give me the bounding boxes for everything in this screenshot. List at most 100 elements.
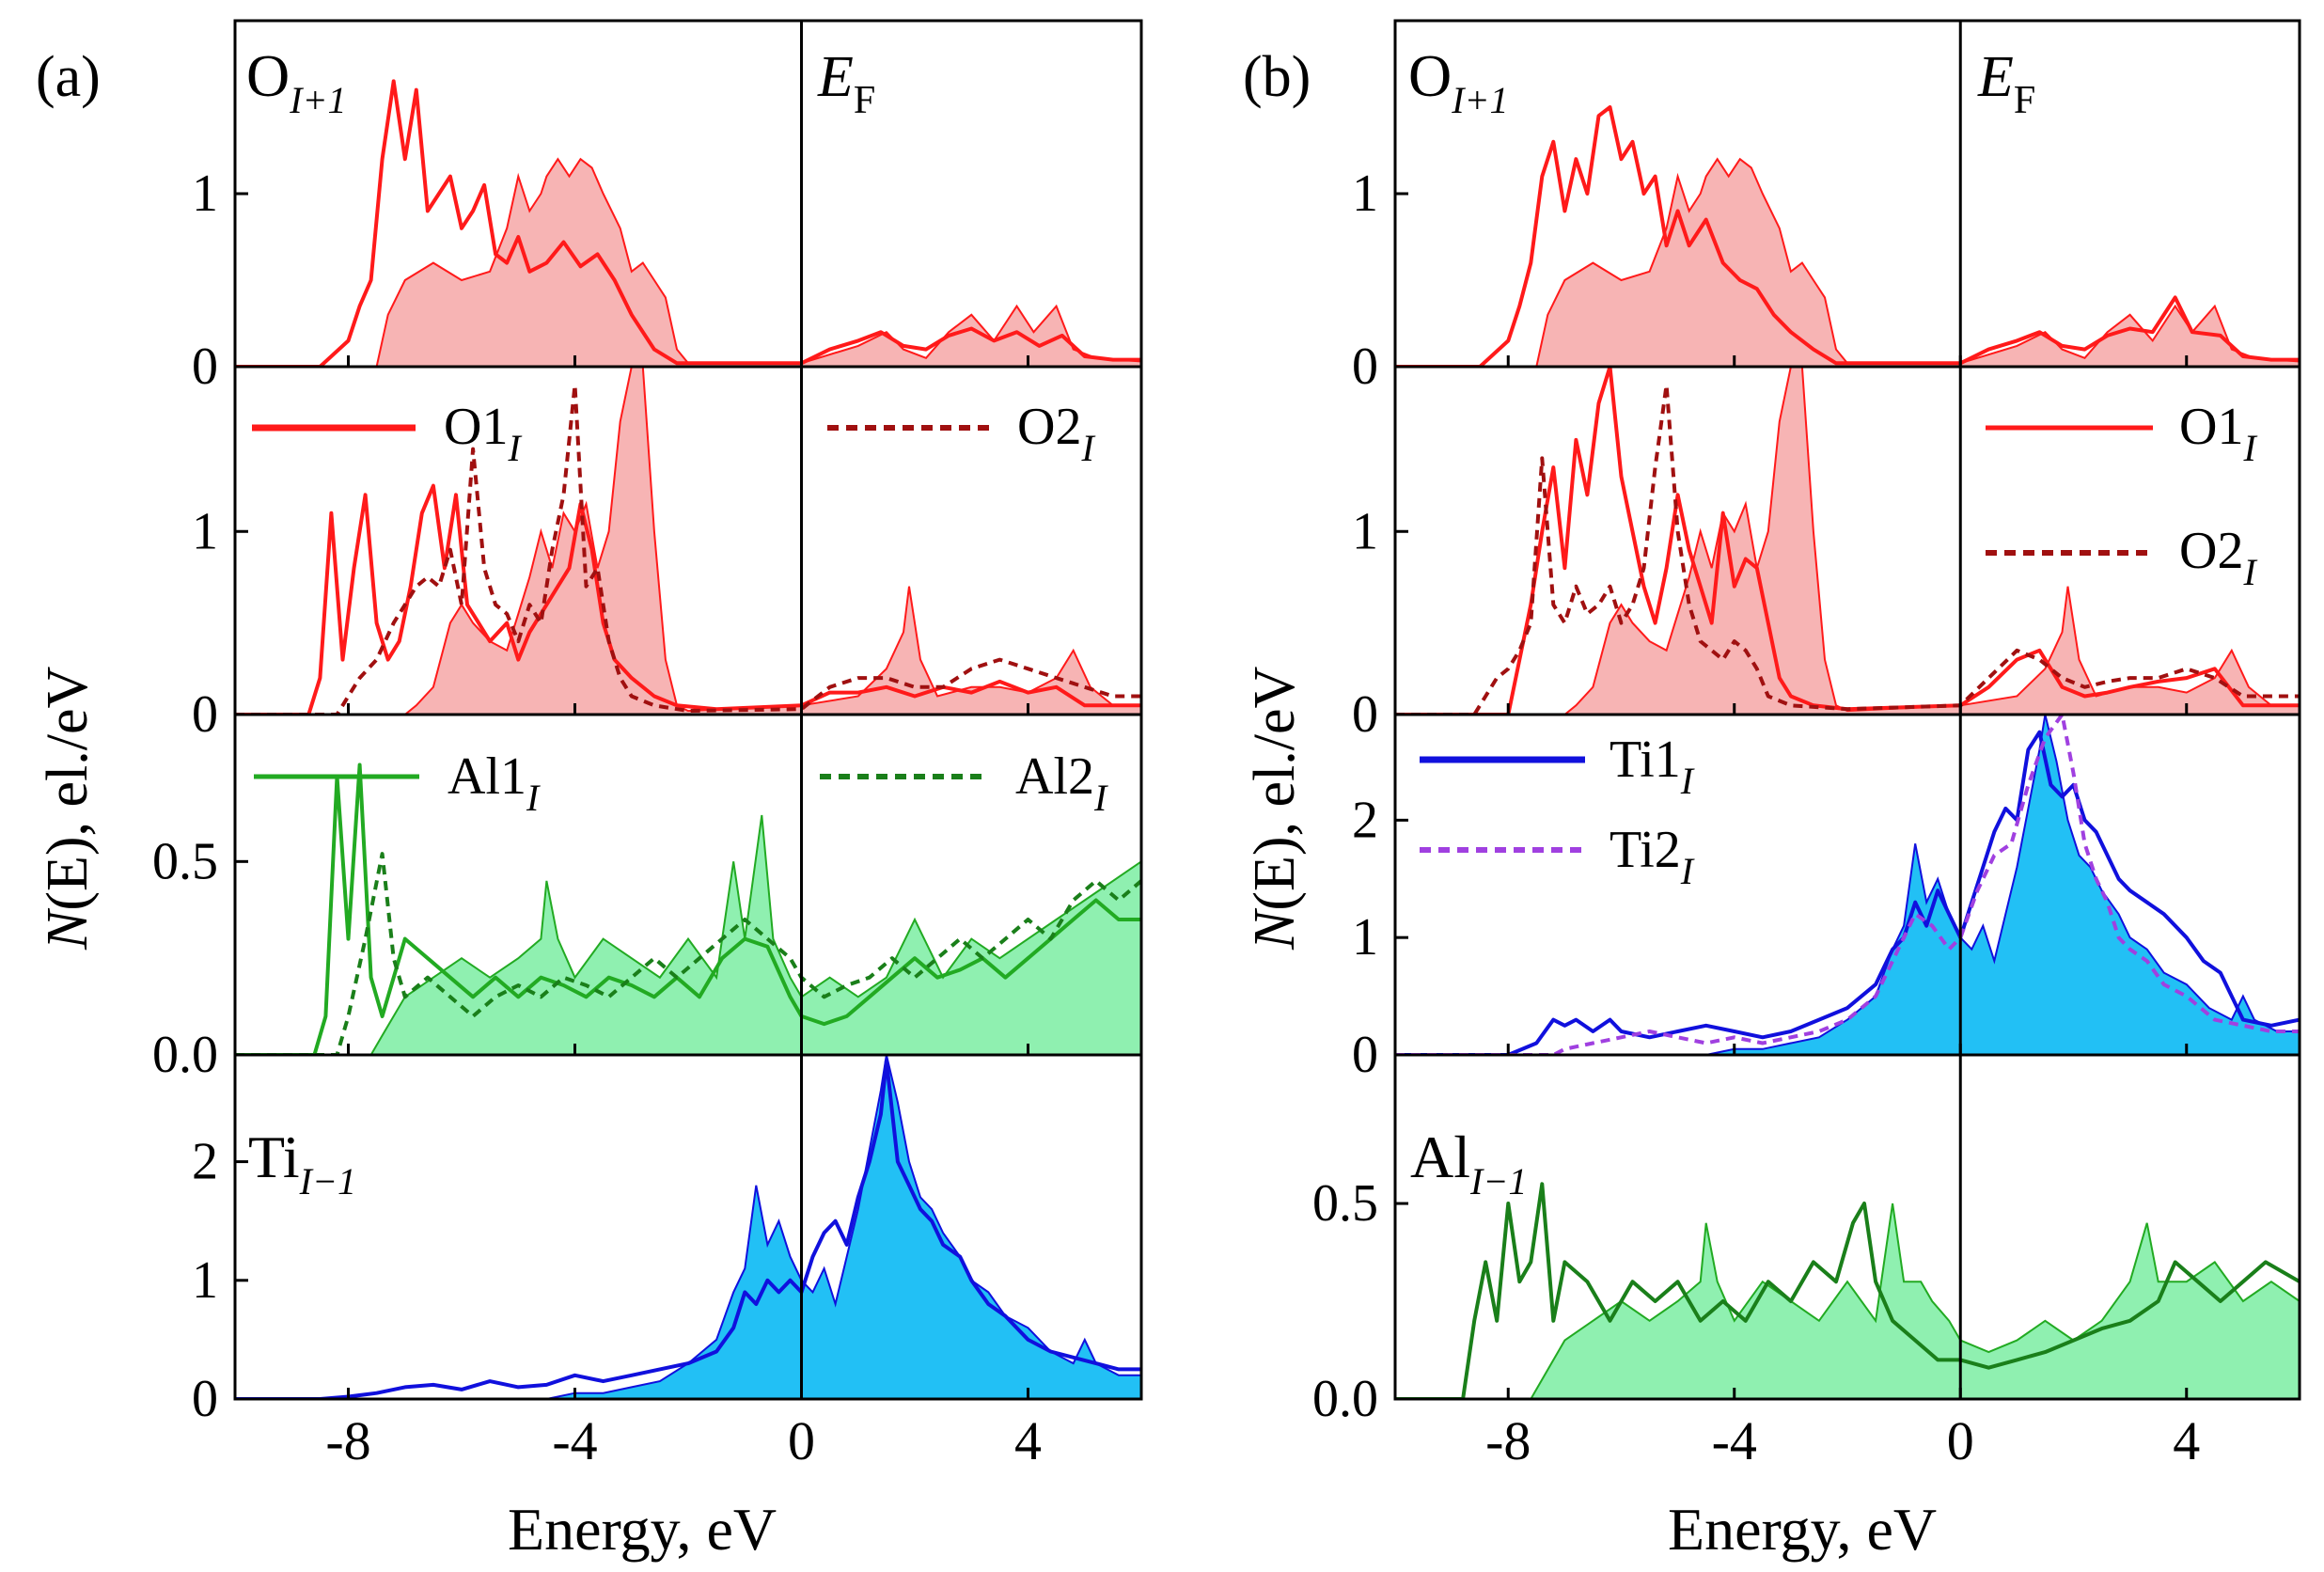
y-tick-label: 0: [1352, 338, 1378, 396]
subplot-series: [235, 762, 1141, 1055]
series-line-o_line: [1395, 105, 2300, 367]
panel-b-xlabel: Energy, eV: [1668, 1496, 1937, 1563]
x-tick-label: 4: [1014, 1410, 1042, 1471]
series-fill-ti: [1395, 715, 2300, 1055]
panel-a-fermi-label: EF: [817, 45, 875, 122]
y-tick-label: 1: [1352, 908, 1378, 967]
subplot-series: [1395, 105, 2300, 367]
x-tick-label: -4: [552, 1410, 597, 1471]
panel-b-legend-ti: Ti1I Ti2I: [1420, 731, 1695, 892]
legend-al2-label: Al2I: [1015, 747, 1108, 819]
series-line-ti2_line: [1395, 715, 2300, 1055]
y-tick-label: 1: [1352, 165, 1378, 223]
legend-o1-label: O1I: [444, 398, 522, 469]
subplot-frame: [1393, 1053, 2301, 1401]
panel-a-bottom-title: TiI−1: [248, 1124, 356, 1203]
panel-b-fermi-label: EF: [1977, 45, 2035, 122]
series-line-o2_line: [1395, 383, 2300, 715]
panel-b-bottom-title: AlI−1: [1410, 1124, 1527, 1203]
subplot-series: [1395, 1182, 2300, 1399]
panel-a-legend-al: Al1I Al2I: [254, 747, 1108, 819]
subplot-series: [235, 1055, 1141, 1399]
series-fill-edge-o: [1395, 157, 2300, 367]
subplot-2: 01: [192, 365, 1143, 744]
series-line-al_line: [235, 762, 1141, 1055]
y-tick-label: 1: [192, 1251, 218, 1310]
panel-a-label: (a): [36, 45, 101, 109]
y-tick-label: 0: [192, 1370, 218, 1428]
subplot-3: 0.0 0.5: [152, 713, 1143, 1084]
y-tick-label: 1: [192, 502, 218, 560]
panel-a-xlabel: Energy, eV: [508, 1496, 777, 1563]
panel-b-top-title: OI+1: [1408, 42, 1509, 121]
subplot-frame: [1393, 365, 2301, 716]
series-fill-al: [1395, 1203, 2300, 1399]
series-fill-o: [235, 159, 1141, 367]
legend-o2-label: O2I: [1017, 398, 1095, 469]
x-tick-label: -4: [1712, 1410, 1757, 1471]
y-tick-label: 1: [192, 165, 218, 223]
x-tick-label: 4: [2173, 1410, 2200, 1471]
x-tick-label: 0: [788, 1410, 815, 1471]
subplot-series: [235, 367, 1141, 715]
series-fill-edge-o: [235, 157, 1141, 367]
panel-b-ylabel: N(E), el./eV: [1243, 666, 1307, 951]
legend-ti2-label: Ti2I: [1610, 821, 1695, 892]
y-tick-label: 0.5: [1312, 1174, 1378, 1233]
series-line-o_line: [1395, 367, 2300, 715]
series-line-al2_line: [235, 852, 1141, 1055]
y-tick-label: 2: [1352, 791, 1378, 849]
subplot-frame: [233, 1053, 1143, 1401]
series-fill-edge-ti: [1395, 715, 2300, 1055]
panel-b-legend-o: O1I O2I: [1986, 398, 2257, 593]
subplot-series: [1395, 715, 2300, 1055]
y-tick-label: 0: [1352, 685, 1378, 744]
y-tick-label: 0: [192, 338, 218, 396]
legend-o1-label: O1I: [2179, 398, 2257, 469]
subplot-1: 01: [1352, 19, 2301, 396]
series-fill-edge-al: [1395, 1203, 2300, 1399]
subplot-series: [1395, 367, 2300, 715]
series-fill-o: [1395, 367, 2300, 715]
y-tick-label: 2: [192, 1133, 218, 1191]
series-fill-edge-al: [235, 814, 1141, 1055]
series-line-o_line: [235, 79, 1141, 367]
panel-a-top-title: OI+1: [246, 42, 347, 121]
y-tick-label: 0.0: [1312, 1370, 1378, 1428]
subplot-4: 0 1 2: [192, 1053, 1143, 1428]
panel-b-label: (b): [1243, 45, 1311, 109]
series-fill-o: [1395, 159, 2300, 367]
y-tick-label: 0: [192, 685, 218, 744]
legend-ti1-label: Ti1I: [1610, 731, 1695, 802]
x-tick-label: -8: [325, 1410, 370, 1471]
series-fill-ti: [235, 1055, 1141, 1399]
panel-a-legend-o: O1I O2I: [252, 398, 1095, 469]
x-tick-label: 0: [1947, 1410, 1974, 1471]
series-line-o2_line: [235, 383, 1141, 715]
panel-a-ylabel: N(E), el./eV: [36, 666, 100, 951]
y-tick-label: 0: [1352, 1026, 1378, 1084]
x-tick-label: -8: [1485, 1410, 1531, 1471]
series-fill-edge-ti: [235, 1055, 1141, 1399]
subplot-3: 0 1 2: [1352, 713, 2301, 1084]
subplot-series: [235, 79, 1141, 367]
legend-o2-label: O2I: [2179, 522, 2257, 593]
series-line-o_line: [235, 483, 1141, 715]
series-line-al_dark: [1395, 1182, 2300, 1399]
subplot-2: 01: [1352, 365, 2301, 744]
series-fill-edge-o: [1395, 367, 2300, 715]
y-tick-label: 0.5: [152, 832, 218, 890]
series-line-ti_line: [235, 1059, 1141, 1399]
subplot-frame: [233, 19, 1143, 369]
legend-al1-label: Al1I: [448, 747, 541, 819]
y-tick-label: 1: [1352, 502, 1378, 560]
subplot-1: 01: [192, 19, 1143, 396]
series-fill-al: [235, 815, 1141, 1055]
y-tick-label: 0.0: [152, 1026, 218, 1084]
subplot-4: 0.0 0.5: [1312, 1053, 2301, 1428]
